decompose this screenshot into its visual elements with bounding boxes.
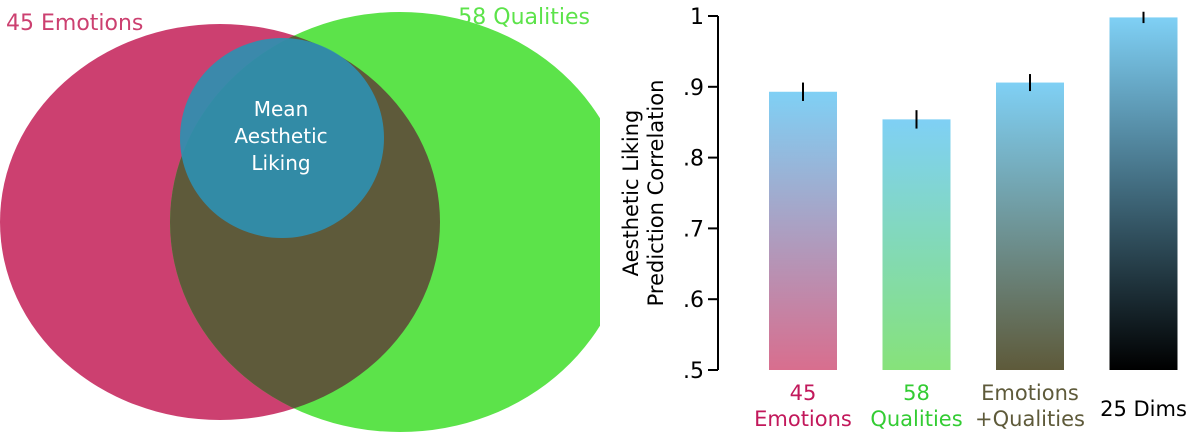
x-category-label: +Qualities [975, 407, 1085, 431]
center-label-line: Aesthetic [234, 124, 327, 148]
y-tick-label: .8 [683, 147, 704, 172]
bar [1109, 17, 1178, 370]
x-category-label: Emotions [754, 407, 852, 431]
emotions-set-label: 45 Emotions [6, 11, 143, 36]
venn-diagram: 45 Emotions 58 Qualities Mean Aesthetic … [0, 5, 600, 432]
y-tick-label: .7 [683, 217, 704, 242]
x-category-label: Qualities [870, 407, 962, 431]
x-category-label: 58 [903, 381, 930, 405]
y-axis-label: Aesthetic Liking Prediction Correlation [619, 80, 668, 307]
y-tick-label: .5 [683, 359, 704, 384]
y-axis-title-line: Aesthetic Liking [619, 110, 643, 277]
y-axis-title-line: Prediction Correlation [644, 80, 668, 307]
center-label-line: Liking [251, 151, 310, 175]
center-set-label: Mean Aesthetic Liking [234, 97, 327, 175]
y-tick-label: 1 [690, 5, 704, 30]
x-category-label: 45 [790, 381, 817, 405]
y-axis: .5 .6 .7 .8 .9 1 [683, 5, 719, 384]
bars [769, 11, 1178, 371]
y-tick-label: .9 [683, 76, 704, 101]
mean-aesthetic-liking-circle [180, 38, 384, 238]
x-category-label: Emotions [981, 381, 1079, 405]
qualities-set-label: 58 Qualities [458, 5, 590, 30]
center-label-line: Mean [254, 97, 309, 121]
y-tick-label: .6 [683, 288, 704, 313]
bar [769, 91, 837, 371]
x-category-label: 25 Dims [1100, 397, 1187, 421]
bar-chart: Aesthetic Liking Prediction Correlation .… [619, 5, 1187, 431]
bar [996, 82, 1064, 370]
bar [882, 119, 951, 370]
